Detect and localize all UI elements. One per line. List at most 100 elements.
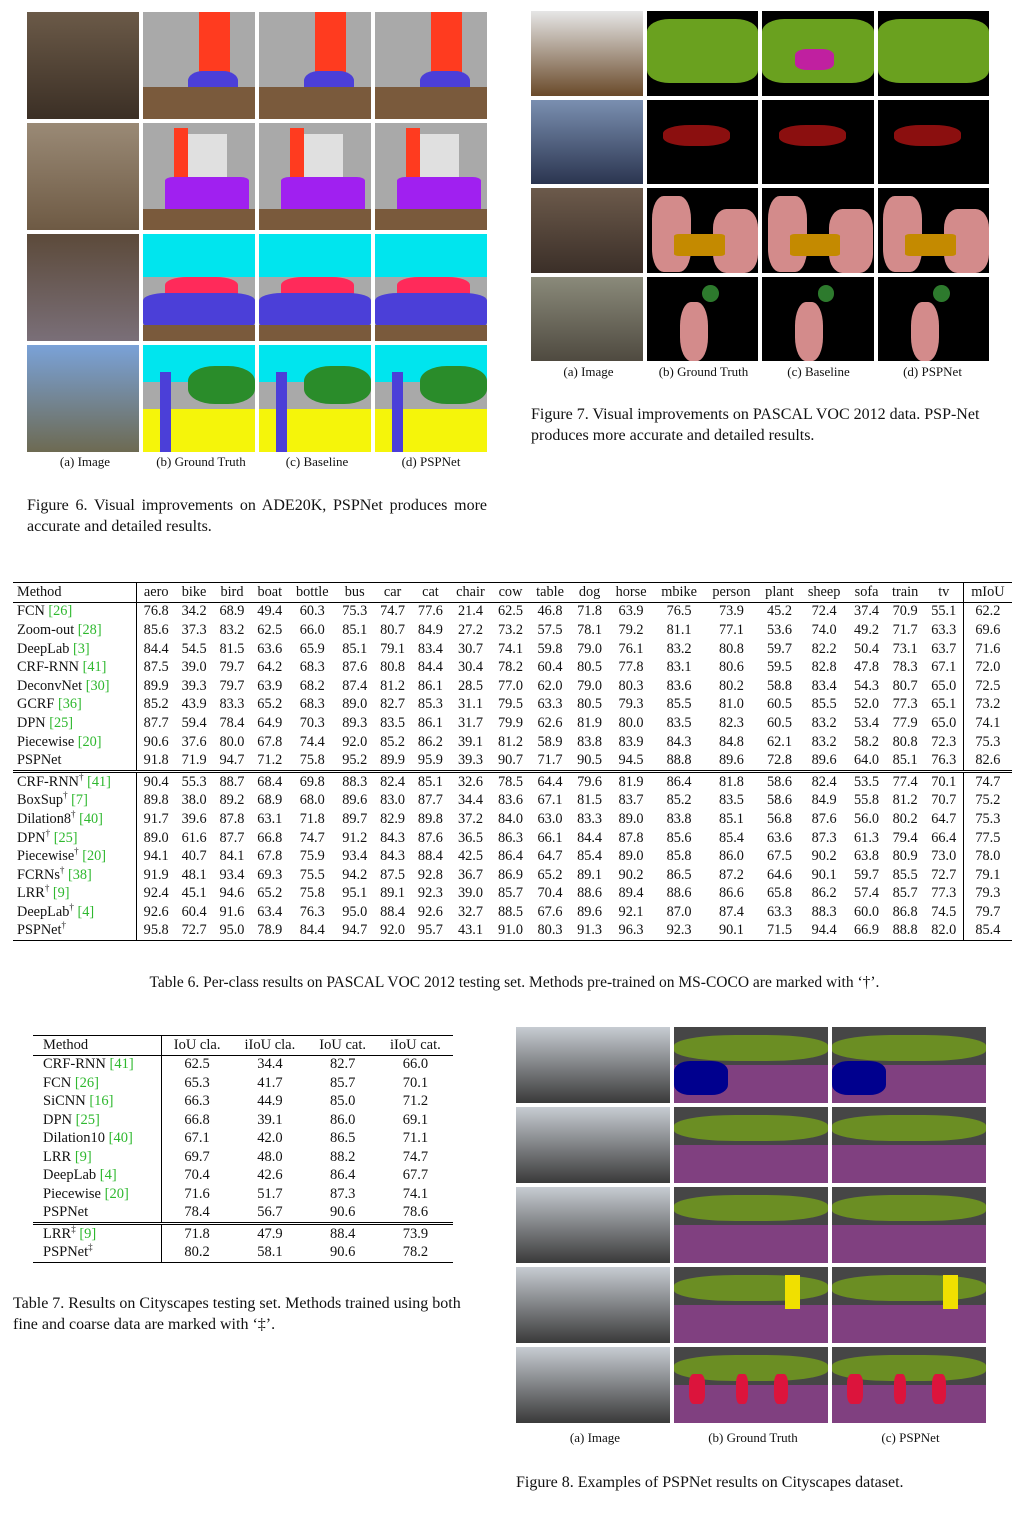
- score-cell: 62.5: [497, 603, 523, 620]
- fig7-label-pspnet: (d) PSPNet: [903, 364, 962, 379]
- score-cell: 85.1: [411, 769, 450, 792]
- score-cell: 69.7: [184, 1148, 210, 1165]
- citation-link[interactable]: [20]: [82, 848, 107, 865]
- score-cell: 89.6: [811, 752, 837, 769]
- method-name: PSPNet†: [13, 921, 138, 942]
- score-cell: 86.0: [329, 1111, 356, 1128]
- column-header: Method: [33, 1035, 162, 1056]
- table-row: Dilation10 [40] 67.1 42.0 86.5 71.1: [33, 1129, 453, 1148]
- method-name: LRR† [9]: [13, 884, 138, 904]
- citation-link[interactable]: [38]: [68, 866, 92, 883]
- table-row: DeconvNet [30] 89.9 39.3 79.7 63.9 68.2 87.4 81…: [13, 676, 1012, 696]
- segment-region: [259, 234, 371, 277]
- citation-link[interactable]: [9]: [52, 885, 70, 902]
- score-cell: 34.2: [181, 603, 207, 620]
- score-cell: 72.7: [175, 921, 214, 942]
- score-cell: 81.9: [577, 714, 603, 731]
- citation-link[interactable]: [25]: [53, 829, 78, 846]
- score-cell: 92.0: [342, 733, 368, 750]
- score-cell: 73.0: [924, 847, 964, 866]
- score-cell: 62.5: [184, 1056, 210, 1073]
- citation-link[interactable]: [4]: [77, 903, 95, 920]
- citation-link[interactable]: [26]: [48, 603, 73, 620]
- citation-link[interactable]: [41]: [109, 1056, 134, 1073]
- fig7-thumb-r1-c1: [531, 11, 643, 96]
- table-row: PSPNet† 95.8 72.7 95.0 78.9 84.4 94.7 92.0 95.7 4…: [13, 921, 1012, 942]
- score-cell: 63.0: [537, 810, 563, 827]
- score-cell: 83.2: [666, 640, 692, 657]
- segment-region: [652, 196, 692, 273]
- score-cell: 37.4: [854, 603, 880, 620]
- score-cell: 83.7: [618, 792, 644, 809]
- column-header: bus: [335, 582, 374, 603]
- score-cell: 85.2: [666, 792, 692, 809]
- citation-link[interactable]: [16]: [89, 1093, 114, 1110]
- score-cell: 66.1: [537, 829, 563, 846]
- score-cell: 67.8: [257, 733, 283, 750]
- score-cell: 92.0: [373, 921, 412, 942]
- segment-region: [905, 234, 956, 256]
- column-header: boat: [250, 582, 289, 603]
- score-cell: 49.4: [257, 603, 283, 620]
- citation-link[interactable]: [41]: [87, 773, 111, 790]
- citation-link[interactable]: [41]: [82, 659, 107, 676]
- citation-link[interactable]: [20]: [77, 733, 102, 750]
- citation-link[interactable]: [4]: [99, 1167, 117, 1184]
- method-label: CRF-RNN: [17, 659, 79, 676]
- score-cell: 87.2: [718, 866, 744, 883]
- score-cell: 84.4: [143, 640, 169, 657]
- score-cell: 34.4: [257, 1056, 283, 1073]
- score-cell: 74.1: [402, 1185, 429, 1202]
- score-cell: 95.0: [213, 921, 251, 942]
- score-cell: 79.6: [570, 769, 609, 792]
- score-cell: 85.4: [577, 848, 603, 865]
- score-cell: 32.7: [457, 903, 483, 920]
- citation-link[interactable]: [36]: [57, 696, 82, 713]
- score-cell: 59.7: [766, 640, 792, 657]
- score-cell: 83.5: [380, 714, 406, 731]
- method-marker: †: [69, 902, 74, 913]
- citation-link[interactable]: [28]: [77, 621, 102, 638]
- method-marker: †: [59, 864, 65, 875]
- score-cell: 63.3: [766, 903, 792, 920]
- score-cell: 74.5: [924, 903, 964, 922]
- table-row: Piecewise [20] 90.6 37.6 80.0 67.8 74.4 92.0 85…: [13, 732, 1012, 752]
- score-cell: 57.5: [537, 621, 563, 638]
- score-cell: 77.3: [924, 884, 964, 904]
- score-cell: 94.7: [219, 752, 245, 769]
- score-cell: 89.0: [342, 696, 368, 713]
- segment-region: [832, 1274, 986, 1302]
- method-name: DPN† [25]: [13, 828, 138, 848]
- citation-link[interactable]: [20]: [104, 1185, 129, 1202]
- score-cell: 86.3: [497, 829, 523, 846]
- segment-region: [259, 324, 371, 341]
- score-cell: 58.9: [537, 733, 563, 750]
- citation-link[interactable]: [40]: [79, 810, 103, 827]
- column-header: IoU cat.: [307, 1035, 378, 1056]
- citation-link[interactable]: [3]: [72, 640, 90, 657]
- score-cell: 60.4: [181, 903, 207, 920]
- score-cell: 79.0: [577, 640, 603, 657]
- segment-region: [784, 1274, 801, 1309]
- score-cell: 96.3: [608, 921, 654, 942]
- method-label: PSPNet: [43, 1244, 89, 1261]
- citation-link[interactable]: [7]: [71, 792, 88, 809]
- citation-link[interactable]: [9]: [79, 1225, 97, 1242]
- score-cell: 81.0: [718, 696, 744, 713]
- citation-link[interactable]: [25]: [75, 1111, 100, 1128]
- column-header: bird: [213, 582, 251, 603]
- score-cell: 67.8: [257, 848, 283, 865]
- citation-link[interactable]: [25]: [49, 714, 74, 731]
- score-cell: 59.8: [537, 640, 563, 657]
- citation-link[interactable]: [26]: [74, 1074, 100, 1091]
- citation-link[interactable]: [30]: [85, 677, 110, 694]
- score-cell: 62.1: [766, 733, 792, 750]
- citation-link[interactable]: [9]: [74, 1148, 92, 1165]
- score-cell: 31.1: [457, 696, 483, 713]
- citation-link[interactable]: [40]: [108, 1130, 133, 1147]
- table-row: CRF-RNN [41] 62.5 34.4 82.7 66.0: [33, 1055, 453, 1074]
- segment-region: [674, 1034, 828, 1062]
- score-cell: 60.5: [766, 714, 792, 731]
- score-cell: 67.6: [537, 903, 563, 920]
- score-cell: 88.8: [885, 921, 925, 942]
